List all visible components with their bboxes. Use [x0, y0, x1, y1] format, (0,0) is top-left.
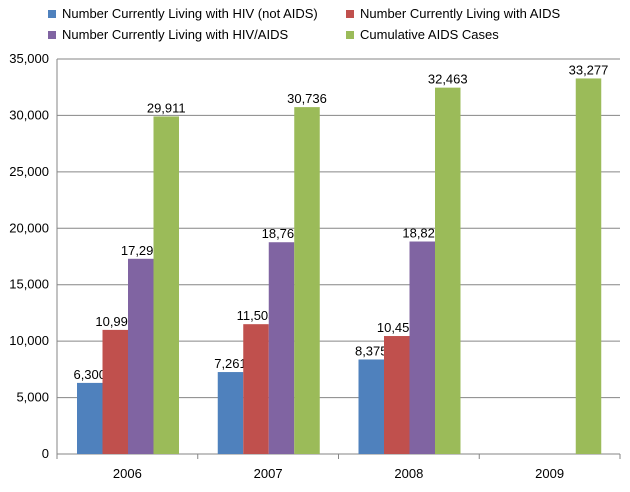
data-label: 29,911 [147, 100, 186, 115]
legend-swatch [48, 30, 56, 39]
legend-label: Number Currently Living with HIV/AIDS [62, 27, 289, 42]
data-label: 17,297 [121, 243, 161, 258]
x-tick-label: 2006 [113, 466, 142, 481]
y-tick-label: 15,000 [9, 277, 49, 292]
data-label: 8,375 [355, 343, 388, 358]
data-label: 10,997 [95, 314, 135, 329]
legend-swatch [48, 9, 56, 18]
bar [128, 258, 154, 454]
data-label: 18,828 [402, 226, 442, 241]
bar [294, 107, 320, 454]
data-label: 6,300 [73, 367, 106, 382]
data-label: 33,277 [569, 62, 609, 77]
data-label: 11,503 [237, 308, 276, 323]
bar [102, 329, 128, 454]
bar [243, 324, 269, 454]
y-tick-label: 0 [42, 446, 49, 461]
bar [384, 336, 410, 454]
x-tick-label: 2007 [254, 466, 283, 481]
y-tick-label: 20,000 [9, 220, 49, 235]
bar [358, 359, 384, 454]
data-label: 18,764 [262, 226, 302, 241]
legend-item-hiv-aids: Number Currently Living with HIV/AIDS [48, 27, 288, 42]
bar [268, 242, 295, 454]
bar [217, 372, 244, 454]
legend-item-aids: Number Currently Living with AIDS [346, 6, 560, 21]
bar [153, 116, 179, 455]
legend-label: Number Currently Living with AIDS [360, 6, 561, 21]
bar [77, 382, 103, 454]
y-tick-label: 5,000 [16, 390, 49, 405]
legend: Number Currently Living with HIV (not AI… [0, 0, 630, 48]
x-tick-label: 2008 [394, 466, 423, 481]
bar [409, 241, 435, 454]
bar [435, 87, 461, 454]
legend-label: Cumulative AIDS Cases [360, 27, 499, 42]
bar [575, 78, 602, 454]
y-tick-label: 25,000 [9, 164, 49, 179]
legend-item-cumulative-aids: Cumulative AIDS Cases [346, 27, 499, 42]
data-label: 32,463 [428, 72, 468, 87]
y-tick-label: 30,000 [9, 107, 49, 122]
x-tick-label: 2009 [535, 466, 564, 481]
legend-item-hiv-not-aids: Number Currently Living with HIV (not AI… [48, 6, 318, 21]
legend-swatch [346, 9, 354, 18]
data-label: 30,736 [287, 91, 327, 106]
y-tick-label: 35,000 [9, 51, 49, 66]
legend-swatch [346, 30, 354, 39]
data-label: 10,453 [377, 320, 417, 335]
legend-label: Number Currently Living with HIV (not AI… [62, 6, 318, 21]
data-label: 7,261 [214, 356, 247, 371]
y-tick-label: 10,000 [9, 333, 49, 348]
